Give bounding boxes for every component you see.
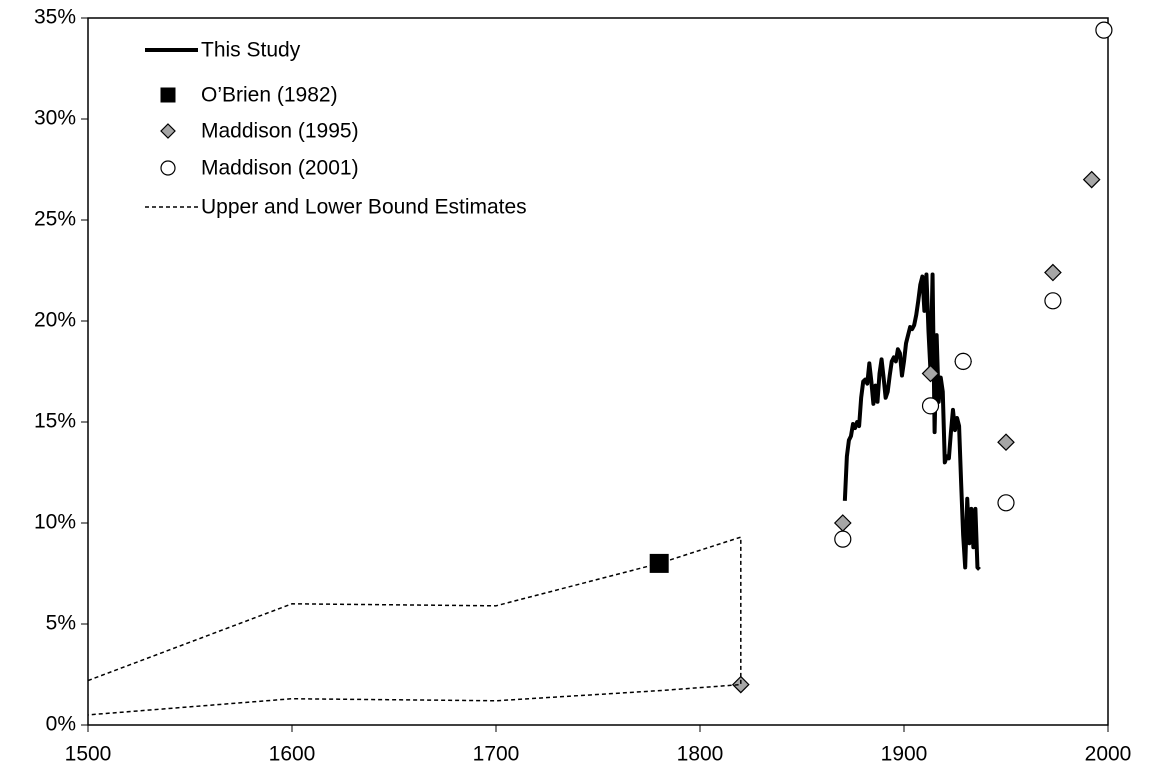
x-tick-label: 1900: [881, 743, 928, 766]
y-tick-label: 5%: [46, 612, 76, 635]
point: [1082, 170, 1101, 189]
point: [731, 675, 750, 694]
legend-label: Maddison (1995): [201, 120, 359, 143]
point: [997, 433, 1015, 452]
bound-line: [87, 536, 742, 716]
point: [921, 397, 940, 415]
y-tick-label: 25%: [34, 208, 76, 231]
y-tick-label: 15%: [34, 410, 76, 433]
point: [834, 530, 852, 548]
x-tick-label: 1800: [677, 743, 724, 766]
point: [1044, 263, 1062, 282]
legend-swatch: [160, 87, 176, 103]
x-tick-label: 1500: [65, 743, 112, 766]
y-tick-label: 30%: [34, 107, 76, 130]
point: [954, 352, 972, 370]
legend-swatch: [160, 160, 176, 176]
point: [833, 514, 852, 532]
x-tick-label: 1600: [269, 743, 316, 766]
legend-label: O’Brien (1982): [201, 84, 338, 107]
x-tick-label: 2000: [1085, 743, 1132, 766]
y-tick-label: 10%: [34, 511, 76, 534]
y-tick-label: 35%: [34, 6, 76, 29]
point: [1095, 21, 1113, 39]
y-tick-label: 20%: [34, 309, 76, 332]
legend-label: Maddison (2001): [201, 157, 359, 180]
legend-label: Upper and Lower Bound Estimates: [201, 196, 527, 219]
x-tick-label: 1700: [473, 743, 520, 766]
point: [921, 364, 940, 383]
legend-swatch: [160, 123, 176, 139]
legend-label: This Study: [201, 39, 301, 62]
plot-frame: [87, 17, 1109, 726]
point: [997, 494, 1015, 512]
study-line: [842, 272, 981, 571]
point: [1044, 292, 1062, 310]
y-tick-label: 0%: [46, 713, 76, 736]
